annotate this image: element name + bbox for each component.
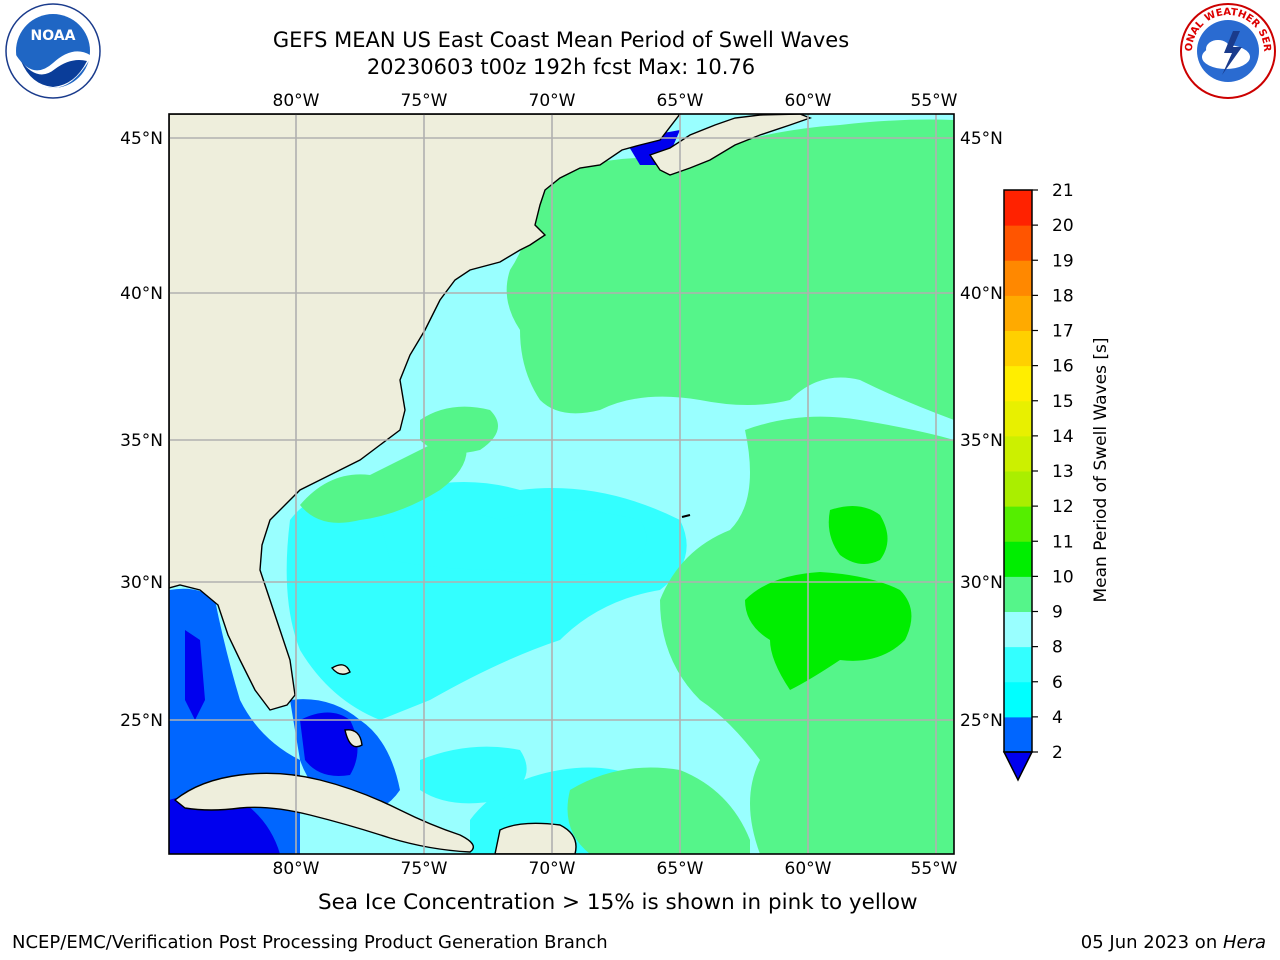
lon-label: 75°W [401, 91, 448, 111]
colorbar-tick-label: 14 [1052, 427, 1074, 447]
colorbar-tick-label: 19 [1052, 251, 1074, 271]
chart-subtitle: 20230603 t00z 192h fcst Max: 10.76 [366, 55, 756, 79]
colorbar-under-triangle [1002, 751, 1034, 782]
colorbar-segment [1004, 190, 1032, 226]
noaa-logo: NOAA [5, 3, 101, 99]
colorbar-segment [1004, 681, 1032, 718]
colorbar-segment [1004, 611, 1032, 648]
sea-ice-caption: Sea Ice Concentration > 15% is shown in … [318, 890, 918, 915]
colorbar-label: Mean Period of Swell Waves [s] [1091, 338, 1111, 603]
colorbar-tick-label: 12 [1052, 497, 1074, 517]
colorbar-segment [1004, 435, 1032, 472]
colorbar-tick-label: 9 [1052, 603, 1063, 623]
lon-label: 75°W [401, 859, 448, 879]
lon-labels-top: 80°W 75°W 70°W 65°W 60°W 55°W [273, 91, 958, 111]
lat-label: 45°N [960, 129, 1003, 149]
colorbar-tick-label: 15 [1052, 392, 1074, 412]
colorbar-tick-label: 10 [1052, 567, 1074, 587]
lon-label: 55°W [911, 859, 958, 879]
colorbar-segment [1004, 576, 1032, 612]
lon-label: 60°W [785, 91, 832, 111]
colorbar-segment [1004, 295, 1032, 331]
map-gridlines [169, 114, 954, 854]
map-frame [168, 113, 955, 855]
lon-label: 70°W [529, 91, 576, 111]
lon-labels-bottom: 80°W 75°W 70°W 65°W 60°W 55°W [273, 859, 958, 879]
colorbar-segment [1004, 541, 1032, 577]
colorbar-segment [1004, 400, 1032, 437]
lon-label: 80°W [273, 859, 320, 879]
lon-label: 55°W [911, 91, 958, 111]
lat-labels-left: 45°N 40°N 35°N 30°N 25°N [120, 129, 163, 731]
colorbar-segment [1004, 260, 1032, 296]
colorbar-tick-label: 18 [1052, 286, 1074, 306]
lat-label: 40°N [120, 284, 163, 304]
colorbar: 2 4 6 8 9 10 11 12 13 14 15 16 17 18 19 20 21 [1002, 181, 1074, 782]
colorbar-segment [1004, 365, 1032, 402]
lat-label: 45°N [120, 129, 163, 149]
lon-label: 80°W [273, 91, 320, 111]
colorbar-tick-label: 21 [1052, 181, 1074, 201]
colorbar-tick-label: 2 [1052, 743, 1063, 763]
colorbar-tick-label: 17 [1052, 322, 1074, 342]
colorbar-tick-label: 11 [1052, 532, 1074, 552]
colorbar-tick-label: 13 [1052, 462, 1074, 482]
lon-label: 70°W [529, 859, 576, 879]
colorbar-segment [1004, 646, 1032, 683]
lat-label: 25°N [120, 711, 163, 731]
chart-title: GEFS MEAN US East Coast Mean Period of S… [272, 28, 850, 52]
colorbar-tick-label: 16 [1052, 357, 1074, 377]
lon-label: 65°W [657, 91, 704, 111]
footer-date-text: 05 Jun 2023 on [1080, 932, 1223, 953]
lat-label: 35°N [960, 431, 1003, 451]
footer-machine: Hera [1222, 932, 1266, 953]
colorbar-segment [1004, 506, 1032, 542]
footer-date: 05 Jun 2023 on Hera [1081, 932, 1266, 953]
lat-label: 25°N [960, 711, 1003, 731]
lat-label: 35°N [120, 431, 163, 451]
map-plot-area [169, 114, 954, 854]
lon-label: 60°W [785, 859, 832, 879]
colorbar-segment [1004, 716, 1032, 753]
colorbar-tick-label: 8 [1052, 638, 1063, 658]
lat-label: 30°N [120, 573, 163, 593]
noaa-logo-text: NOAA [31, 28, 76, 44]
lat-label: 30°N [960, 573, 1003, 593]
swell-10-11s-core [745, 506, 912, 690]
nws-logo: NATIONAL WEATHER SERVICE [1178, 3, 1276, 99]
colorbar-tick-label: 6 [1052, 673, 1063, 693]
lat-labels-right: 45°N 40°N 35°N 30°N 25°N [960, 129, 1003, 731]
lat-label: 40°N [960, 284, 1003, 304]
footer-credit: NCEP/EMC/Verification Post Processing Pr… [12, 932, 608, 953]
colorbar-tick-label: 20 [1052, 216, 1074, 236]
lon-label: 65°W [657, 859, 704, 879]
colorbar-segment [1004, 471, 1032, 507]
bermuda-island [681, 514, 691, 518]
colorbar-tick-label: 4 [1052, 708, 1063, 728]
colorbar-segment [1004, 330, 1032, 367]
colorbar-segment [1004, 225, 1032, 261]
